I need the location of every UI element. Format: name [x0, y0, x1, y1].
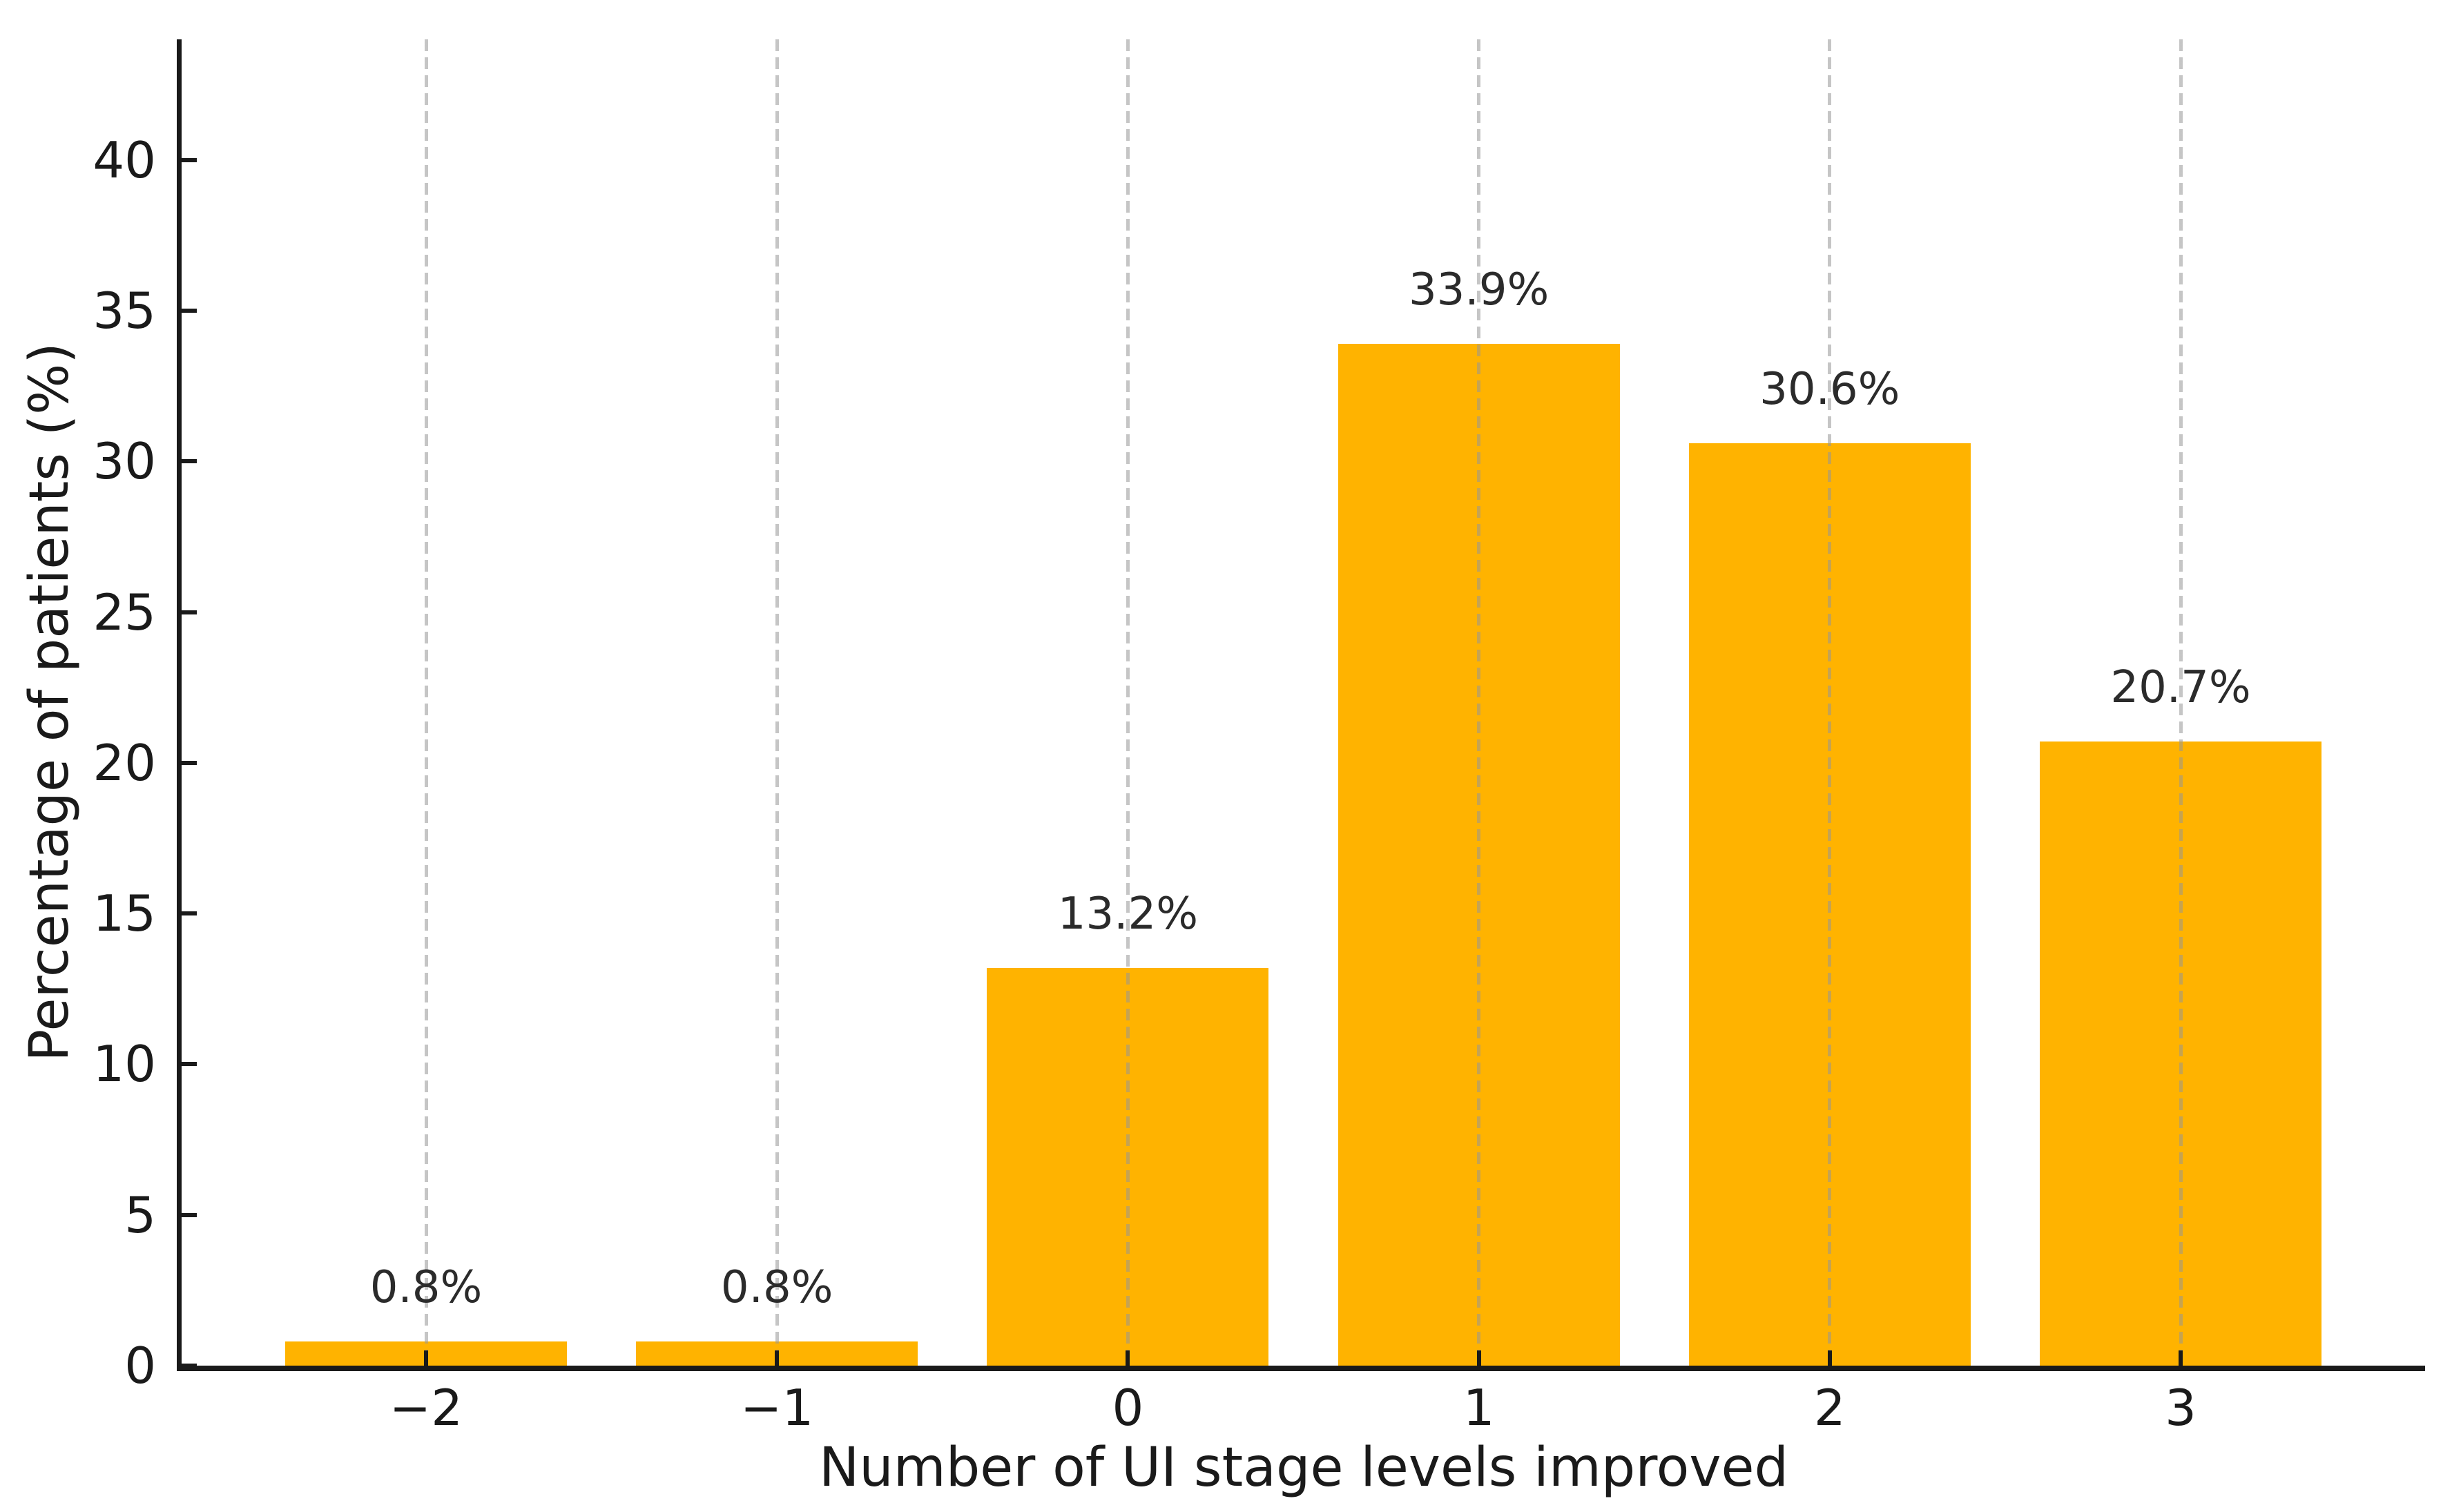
x-tick-label: 1	[1462, 1379, 1495, 1437]
bar-value-label: 0.8%	[369, 1262, 483, 1313]
x-tick-label: −1	[740, 1379, 814, 1437]
y-tick-mark	[182, 911, 197, 916]
y-tick-mark	[182, 1212, 197, 1217]
y-tick-label: 35	[93, 281, 156, 340]
y-tick-label: 5	[124, 1185, 156, 1244]
bar-value-label: 33.9%	[1408, 264, 1550, 316]
x-axis-title: Number of UI stage levels improved	[818, 1437, 1789, 1499]
y-axis-spine	[177, 39, 182, 1371]
x-tick-mark	[1827, 1350, 1832, 1366]
x-tick-label: 2	[1813, 1379, 1846, 1437]
gridline-1	[1477, 39, 1481, 1366]
x-tick-mark	[1476, 1350, 1481, 1366]
x-tick-label: −2	[389, 1379, 463, 1437]
gridline-3	[2179, 39, 2183, 1366]
y-tick-mark	[182, 459, 197, 464]
y-tick-label: 20	[93, 733, 156, 792]
y-tick-mark	[182, 157, 197, 162]
gridline-0	[1126, 39, 1130, 1366]
x-tick-mark	[2179, 1350, 2183, 1366]
y-tick-mark	[182, 1364, 197, 1368]
x-axis-spine	[177, 1366, 2425, 1371]
plot-area: 0.8% 0.8% 13.2% 33.9% 30.6% 20.7%	[177, 39, 2425, 1371]
bar-value-label: 30.6%	[1759, 364, 1900, 415]
y-tick-mark	[182, 1062, 197, 1067]
x-tick-mark	[775, 1350, 780, 1366]
x-tick-mark	[424, 1350, 428, 1366]
gridline-−1	[775, 39, 779, 1366]
y-tick-label: 30	[93, 432, 156, 491]
gridline-−2	[424, 39, 428, 1366]
gridline-2	[1828, 39, 1832, 1366]
y-tick-mark	[182, 308, 197, 313]
y-tick-label: 10	[93, 1035, 156, 1094]
y-tick-label: 40	[93, 130, 156, 189]
y-tick-label: 15	[93, 884, 156, 943]
bar-value-label: 13.2%	[1057, 889, 1199, 940]
y-tick-label: 0	[124, 1337, 156, 1395]
bar-value-label: 20.7%	[2110, 662, 2251, 713]
y-tick-label: 25	[93, 583, 156, 641]
x-tick-mark	[1126, 1350, 1130, 1366]
x-tick-label: 0	[1112, 1379, 1144, 1437]
y-tick-mark	[182, 610, 197, 614]
y-tick-mark	[182, 760, 197, 765]
x-tick-label: 3	[2165, 1379, 2197, 1437]
bar-value-label: 0.8%	[720, 1262, 833, 1313]
